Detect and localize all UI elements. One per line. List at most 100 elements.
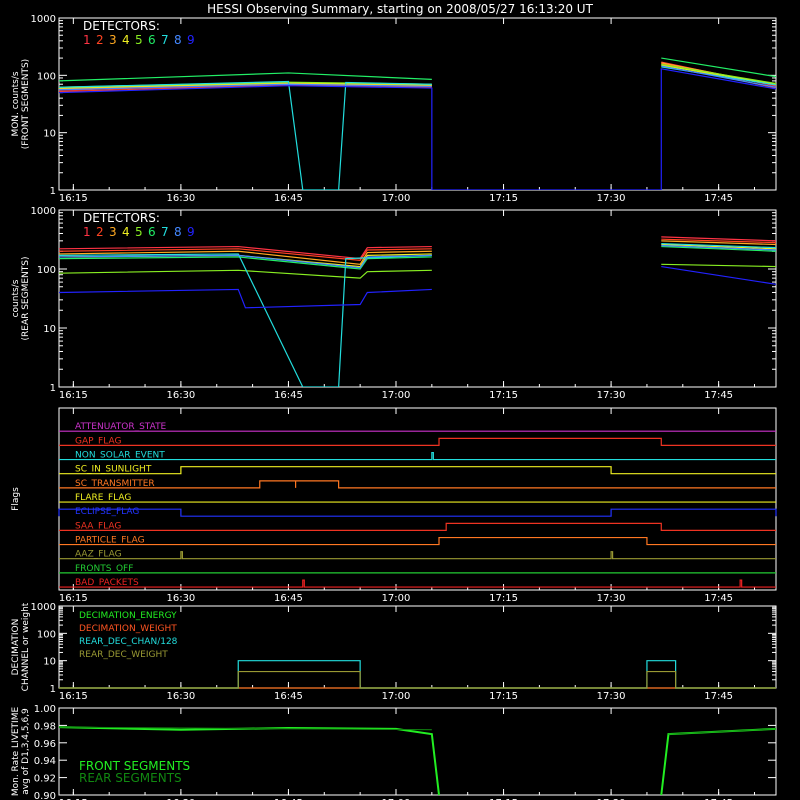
flag-line bbox=[59, 536, 776, 546]
livetime-line bbox=[668, 728, 777, 735]
series-line-5 bbox=[59, 269, 432, 279]
flag-label: SC_IN_SUNLIGHT bbox=[75, 465, 152, 475]
panel-1: 16:15 16:30 16:45 17:00 17:15 17:30 17:45 MON. … bbox=[11, 14, 777, 204]
x-tick-label: 17:30 bbox=[597, 390, 626, 401]
y-tick-label: 1000 bbox=[31, 602, 56, 613]
y-axis-label: (REAR SEGMENTS) bbox=[21, 256, 31, 340]
x-tick-label: 16:30 bbox=[166, 593, 195, 604]
y-axis-label: Flags bbox=[11, 487, 21, 511]
legend-digit-7: 7 bbox=[161, 33, 169, 47]
x-tick-label: 17:45 bbox=[704, 593, 733, 604]
x-tick-label: 17:45 bbox=[704, 193, 733, 204]
chart-title: HESSI Observing Summary, starting on 200… bbox=[207, 2, 593, 16]
y-axis-label: DECIMATION bbox=[11, 619, 21, 676]
panel-frame bbox=[58, 707, 777, 796]
legend-entry: FRONT SEGMENTS bbox=[79, 759, 190, 773]
y-tick-label: 0.96 bbox=[34, 739, 56, 750]
legend-digit-9: 9 bbox=[187, 33, 195, 47]
legend-digit-5: 5 bbox=[135, 33, 143, 47]
legend-digit-3: 3 bbox=[109, 225, 117, 239]
x-tick-label: 17:15 bbox=[489, 593, 518, 604]
panel-4: 16:15 16:30 16:45 17:00 17:15 17:30 17:45 DECIM… bbox=[11, 602, 777, 702]
flag-line bbox=[59, 480, 776, 489]
legend-digit-7: 7 bbox=[161, 225, 169, 239]
x-tick-label: 17:15 bbox=[489, 390, 518, 401]
series-line-8 bbox=[661, 65, 776, 88]
y-tick-label: 10 bbox=[43, 324, 56, 335]
legend-digit-6: 6 bbox=[148, 225, 156, 239]
x-tick-label: 17:00 bbox=[382, 691, 411, 702]
series-line-8 bbox=[59, 254, 432, 269]
series-line-2 bbox=[661, 238, 776, 244]
legend-digit-2: 2 bbox=[96, 225, 104, 239]
y-tick-label: 10 bbox=[43, 129, 56, 140]
x-tick-label: 17:30 bbox=[597, 193, 626, 204]
x-tick-label: 17:45 bbox=[704, 390, 733, 401]
flag-line bbox=[59, 579, 776, 588]
legend-title: DETECTORS: bbox=[83, 19, 160, 33]
x-tick-label: 16:15 bbox=[59, 798, 88, 800]
y-tick-label: 0.90 bbox=[34, 791, 56, 800]
x-tick-label: 16:15 bbox=[59, 390, 88, 401]
x-tick-label: 17:00 bbox=[382, 798, 411, 800]
panel-2: 16:15 16:30 16:45 17:00 17:15 17:30 17:45 count… bbox=[11, 206, 777, 401]
y-axis-label: avg of D1,3,4,5,6,9 bbox=[21, 708, 31, 795]
legend-entry: REAR SEGMENTS bbox=[79, 771, 182, 785]
legend-digit-1: 1 bbox=[83, 33, 91, 47]
series-line-9 bbox=[59, 68, 776, 190]
y-tick-label: 0.94 bbox=[34, 756, 56, 767]
flag-label: SAA_FLAG bbox=[75, 521, 121, 531]
livetime-line bbox=[58, 726, 432, 731]
series-line-5 bbox=[661, 63, 776, 85]
series-group bbox=[59, 57, 776, 190]
flag-label: NON_SOLAR_EVENT bbox=[75, 451, 165, 461]
x-tick-label: 16:15 bbox=[59, 593, 88, 604]
x-tick-label: 17:00 bbox=[382, 193, 411, 204]
y-tick-label: 100 bbox=[37, 265, 56, 276]
flag-line bbox=[59, 437, 776, 446]
flag-line bbox=[59, 451, 776, 461]
y-axis-label: MON. counts/s bbox=[11, 71, 21, 136]
y-tick-label: 1000 bbox=[31, 206, 56, 217]
flag-label: FRONTS_OFF bbox=[75, 564, 133, 574]
series-line-9 bbox=[661, 265, 776, 285]
legend-entry: REAR_DEC_CHAN/128 bbox=[79, 637, 178, 647]
y-tick-label: 100 bbox=[37, 629, 56, 640]
series-line-7 bbox=[59, 253, 432, 387]
x-tick-label: 16:30 bbox=[166, 798, 195, 800]
legend-digit-9: 9 bbox=[187, 225, 195, 239]
legend-digit-3: 3 bbox=[109, 33, 117, 47]
y-axis-label: Mon. Rate LIVETIME bbox=[11, 707, 21, 797]
legend-title: DETECTORS: bbox=[83, 211, 160, 225]
panel-frame bbox=[58, 407, 777, 591]
legend-digit-8: 8 bbox=[174, 33, 182, 47]
series-line-8 bbox=[59, 83, 432, 91]
x-tick-label: 16:45 bbox=[274, 593, 303, 604]
flag-label: ATTENUATOR_STATE bbox=[75, 422, 167, 432]
x-tick-label: 17:30 bbox=[597, 593, 626, 604]
series-line-1 bbox=[661, 236, 776, 242]
series-line-6 bbox=[661, 57, 776, 78]
legend-digit-5: 5 bbox=[135, 225, 143, 239]
panel-frame bbox=[58, 209, 777, 388]
series-line-6 bbox=[59, 256, 432, 270]
series-line-8 bbox=[661, 244, 776, 251]
y-tick-label: 0.98 bbox=[34, 721, 56, 732]
legend-entry: DECIMATION_WEIGHT bbox=[79, 624, 177, 634]
x-tick-label: 16:45 bbox=[274, 691, 303, 702]
panel-3: 16:15 16:30 16:45 17:00 17:15 17:30 17:45 Flags… bbox=[11, 407, 777, 604]
x-tick-label: 17:45 bbox=[704, 691, 733, 702]
series-line-4 bbox=[661, 64, 776, 85]
x-tick-label: 16:30 bbox=[166, 691, 195, 702]
x-tick-label: 16:15 bbox=[59, 691, 88, 702]
y-tick-label: 1 bbox=[50, 186, 56, 197]
flag-label: ECLIPSE_FLAG bbox=[75, 507, 139, 517]
x-tick-label: 17:45 bbox=[704, 798, 733, 800]
series-line-2 bbox=[59, 248, 432, 262]
series-line-6 bbox=[59, 72, 432, 82]
decimation-line bbox=[59, 670, 776, 689]
series-line-6 bbox=[661, 245, 776, 252]
legend-digit-4: 4 bbox=[122, 225, 130, 239]
